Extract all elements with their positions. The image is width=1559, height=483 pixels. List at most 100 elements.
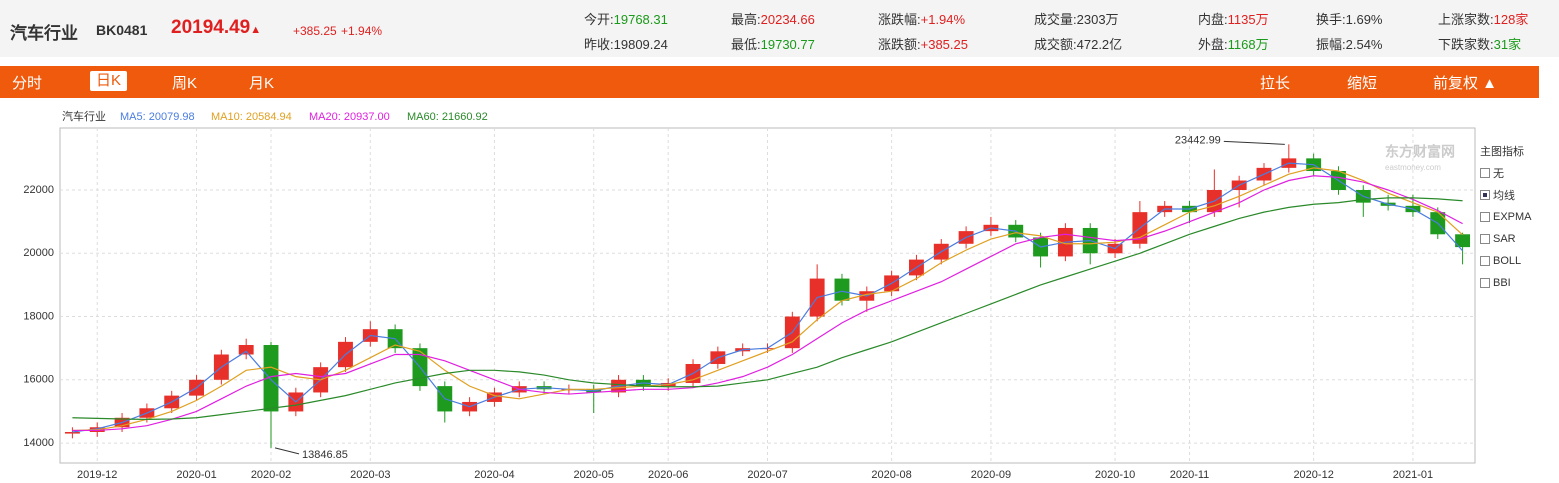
- candle-body: [834, 278, 850, 301]
- candle-body: [1380, 202, 1396, 206]
- candle-body: [710, 351, 726, 364]
- stat: 成交额:472.2亿: [1034, 34, 1122, 53]
- change-pct: +1.94%: [341, 24, 383, 38]
- x-tick-label: 2020-08: [871, 469, 911, 481]
- ma-line: [72, 167, 1463, 432]
- option-label: SAR: [1493, 233, 1516, 245]
- indicator-option[interactable]: 无: [1480, 162, 1532, 184]
- candle-body: [933, 243, 949, 260]
- legend-title: 汽车行业: [62, 109, 106, 123]
- candle-body: [611, 379, 626, 393]
- price-value: 20194.49: [171, 17, 251, 38]
- candle-body: [1231, 180, 1247, 191]
- stat-label: 最低:: [731, 37, 761, 52]
- candle-body: [1107, 243, 1123, 254]
- price: 20194.49▲: [171, 17, 261, 39]
- stat: 振幅:2.54%: [1316, 34, 1383, 53]
- stat-label: 涨跌额:: [878, 37, 921, 52]
- high-annotation: 23442.99: [1175, 134, 1221, 146]
- annotation-arrow: [274, 447, 300, 455]
- candle-body: [412, 348, 428, 387]
- candle-body: [1256, 167, 1272, 181]
- indicator-option[interactable]: BBI: [1480, 272, 1532, 294]
- stat: 最高:20234.66: [731, 9, 815, 28]
- legend-entry: MA10: 20584.94: [211, 111, 292, 123]
- x-tick-label: 2021-01: [1393, 469, 1433, 481]
- stat-value: 2303万: [1076, 12, 1119, 27]
- stat-value: 472.2亿: [1076, 37, 1123, 52]
- stat: 今开:19768.31: [584, 9, 668, 28]
- checkbox[interactable]: [1480, 278, 1490, 288]
- candle-body: [288, 392, 304, 412]
- checkbox[interactable]: [1480, 168, 1490, 178]
- x-tick-label: 2020-03: [350, 469, 390, 481]
- checkbox[interactable]: [1480, 212, 1490, 222]
- stock-code: BK0481: [96, 22, 148, 38]
- stat-value: 19809.24: [613, 37, 668, 52]
- ma-line: [72, 175, 1463, 432]
- x-tick-label: 2020-01: [176, 469, 216, 481]
- tab[interactable]: 月K: [249, 75, 275, 92]
- toolbar-action[interactable]: 缩短: [1347, 75, 1378, 92]
- x-tick-label: 2020-12: [1293, 469, 1333, 481]
- candle-body: [1008, 224, 1024, 238]
- ma-line: [72, 162, 1464, 433]
- indicator-option[interactable]: EXPMA: [1480, 206, 1532, 228]
- candle-body: [1281, 158, 1297, 168]
- stat-value: +385.25: [920, 37, 968, 52]
- x-tick-label: 2020-02: [251, 469, 291, 481]
- candle-body: [1132, 212, 1148, 244]
- candle-body: [1430, 212, 1446, 235]
- candle-body: [338, 341, 353, 368]
- x-tick-label: 2019-12: [77, 469, 117, 481]
- candle-body: [486, 392, 502, 402]
- candle-body: [760, 348, 775, 350]
- candle-body: [884, 275, 900, 292]
- candle-body: [1182, 205, 1197, 213]
- indicator-panel: 主图指标无均线 EXPMA SAR BOLL BBI: [1480, 140, 1532, 294]
- candle-body: [1455, 234, 1471, 248]
- candle-body: [1206, 190, 1222, 213]
- stat-value: 1135万: [1227, 12, 1269, 27]
- tab[interactable]: 日K: [90, 71, 128, 91]
- checkbox[interactable]: [1480, 256, 1490, 266]
- candle-body: [114, 417, 130, 428]
- candle-body: [635, 379, 651, 387]
- checkbox[interactable]: [1480, 234, 1490, 244]
- candle-body: [462, 401, 478, 412]
- y-tick-label: 14000: [23, 437, 54, 449]
- indicator-option[interactable]: 均线: [1480, 184, 1532, 206]
- indicator-option[interactable]: SAR: [1480, 228, 1532, 250]
- stat-label: 振幅:: [1316, 37, 1346, 52]
- option-label: 均线: [1493, 190, 1515, 202]
- tab[interactable]: 分时: [12, 75, 43, 92]
- candle-body: [685, 363, 701, 383]
- candle-body: [511, 386, 527, 393]
- toolbar-action[interactable]: 前复权 ▲: [1433, 75, 1498, 92]
- indicator-option[interactable]: BOLL: [1480, 250, 1532, 272]
- stat-label: 成交额:: [1034, 37, 1077, 52]
- candle-body: [1033, 237, 1049, 257]
- checkbox[interactable]: [1480, 190, 1490, 200]
- option-label: EXPMA: [1493, 211, 1532, 223]
- stat: 成交量:2303万: [1034, 9, 1119, 28]
- toolbar-action[interactable]: 拉长: [1260, 75, 1291, 92]
- candle-body: [1331, 171, 1346, 191]
- legend-entry: MA5: 20079.98: [120, 111, 195, 123]
- stat-label: 外盘:: [1198, 37, 1228, 52]
- stat: 昨收:19809.24: [584, 34, 668, 53]
- ma-line: [72, 197, 1463, 420]
- low-annotation: 13846.85: [302, 449, 348, 461]
- candle-body: [983, 224, 999, 232]
- annotation-arrow: [1223, 140, 1285, 145]
- stat: 外盘:1168万: [1198, 34, 1269, 53]
- candle-body: [586, 389, 602, 393]
- stat-label: 上涨家数:: [1438, 12, 1494, 27]
- candle-body: [263, 345, 279, 412]
- candle-body: [735, 348, 751, 352]
- stat-value: 1168万: [1227, 37, 1269, 52]
- legend-entry: MA60: 21660.92: [407, 111, 488, 123]
- candle-body: [561, 389, 577, 391]
- tab[interactable]: 周K: [172, 75, 198, 92]
